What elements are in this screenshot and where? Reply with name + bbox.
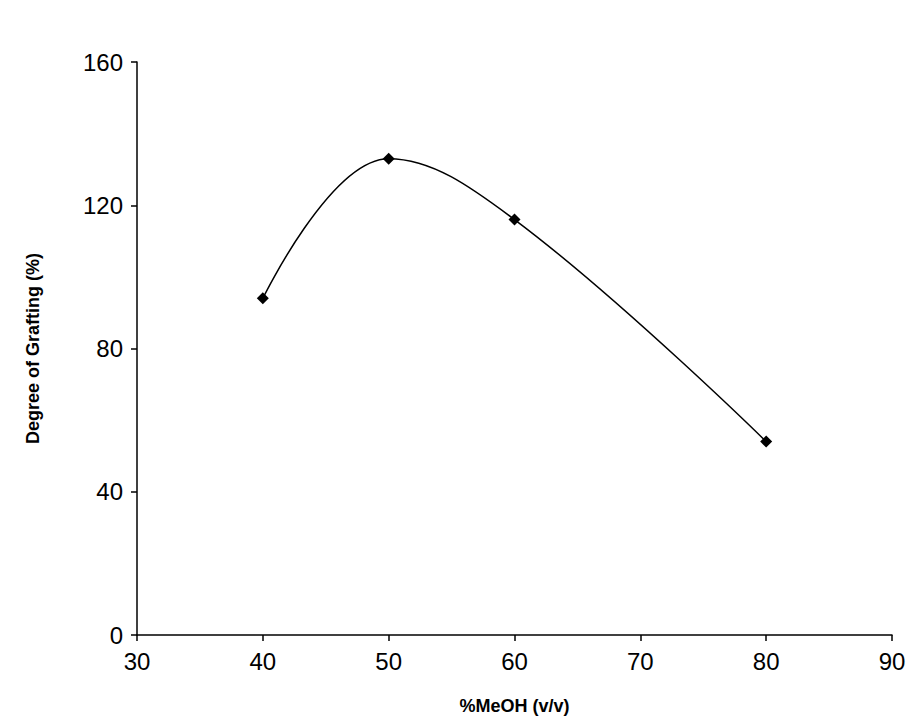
svg-text:80: 80	[96, 335, 123, 362]
svg-text:30: 30	[124, 648, 151, 675]
svg-text:80: 80	[753, 648, 780, 675]
svg-text:50: 50	[375, 648, 402, 675]
svg-text:%MeOH (v/v): %MeOH (v/v)	[459, 696, 569, 716]
svg-text:90: 90	[879, 648, 906, 675]
svg-text:160: 160	[83, 49, 123, 76]
svg-text:70: 70	[627, 648, 654, 675]
svg-text:120: 120	[83, 192, 123, 219]
svg-text:60: 60	[501, 648, 528, 675]
svg-text:40: 40	[96, 478, 123, 505]
svg-text:Degree of Grafting (%): Degree of Grafting (%)	[23, 253, 43, 444]
svg-text:0: 0	[110, 622, 123, 649]
svg-text:40: 40	[249, 648, 276, 675]
